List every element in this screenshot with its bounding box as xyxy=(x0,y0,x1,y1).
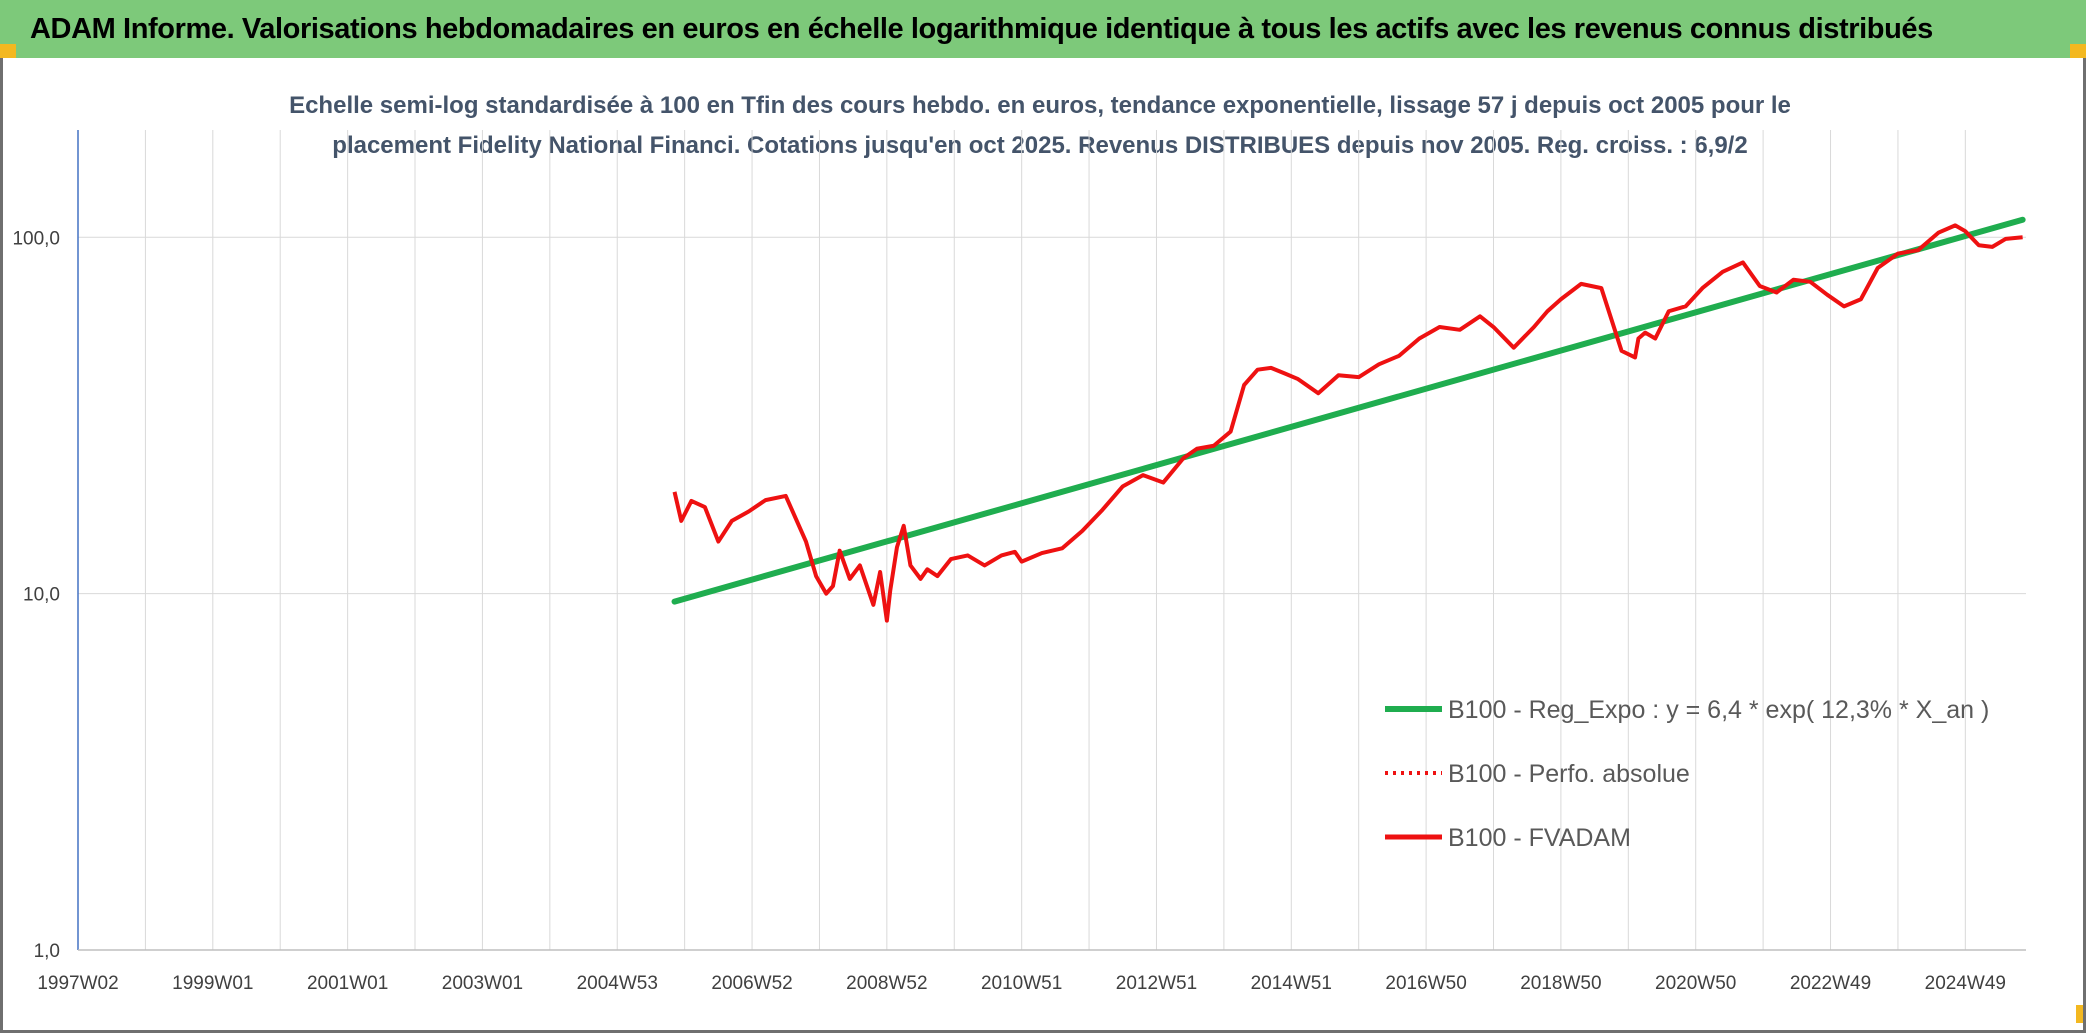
series-trend-line xyxy=(671,216,2026,605)
x-tick-label: 1999W01 xyxy=(172,973,253,994)
y-tick-labels: 1,0 10,0 100,0 xyxy=(12,228,60,962)
legend: B100 - Reg_Expo : y = 6,4 * exp( 12,3% *… xyxy=(1385,696,1989,852)
report-banner: ADAM Informe. Valorisations hebdomadaire… xyxy=(0,0,2086,58)
grid-x xyxy=(77,130,1966,950)
chart-frame xyxy=(0,58,2086,1033)
legend-label: B100 - FVADAM xyxy=(1448,824,1631,852)
x-tick-label: 2022W49 xyxy=(1790,973,1871,994)
x-tick-label: 2010W51 xyxy=(981,973,1062,994)
corner-accent-bottom-right xyxy=(2076,1005,2086,1023)
corner-accent-right xyxy=(2070,44,2086,58)
grid-y xyxy=(78,236,2026,951)
x-tick-label: 2006W52 xyxy=(711,973,792,994)
y-tick-label: 100,0 xyxy=(12,228,60,249)
report-title: ADAM Informe. Valorisations hebdomadaire… xyxy=(30,12,1933,45)
legend-label: B100 - Perfo. absolue xyxy=(1448,760,1690,788)
x-tick-labels: 1997W02 1999W01 2001W01 2003W01 2004W53 2006W… xyxy=(37,973,2006,994)
corner-accent-left xyxy=(0,44,16,58)
x-tick-label: 2020W50 xyxy=(1655,973,1736,994)
y-tick-label: 10,0 xyxy=(23,585,60,606)
chart-title: Echelle semi-log standardisée à 100 en T… xyxy=(240,86,1840,166)
x-tick-label: 2016W50 xyxy=(1385,973,1466,994)
x-tick-label: 2004W53 xyxy=(577,973,658,994)
y-tick-label: 1,0 xyxy=(34,941,60,962)
chart-title-line2: placement Fidelity National Financi. Cot… xyxy=(332,132,1748,159)
chart-title-line1: Echelle semi-log standardisée à 100 en T… xyxy=(289,92,1791,119)
x-tick-label: 2008W52 xyxy=(846,973,927,994)
x-tick-label: 1997W02 xyxy=(37,973,118,994)
x-tick-label: 2014W51 xyxy=(1251,973,1332,994)
x-tick-label: 2001W01 xyxy=(307,973,388,994)
x-tick-label: 2018W50 xyxy=(1520,973,1601,994)
series-fvadam-line xyxy=(672,223,2023,623)
x-tick-label: 2003W01 xyxy=(442,973,523,994)
legend-label: B100 - Reg_Expo : y = 6,4 * exp( 12,3% *… xyxy=(1448,696,1989,724)
x-tick-label: 2024W49 xyxy=(1925,973,2006,994)
x-tick-label: 2012W51 xyxy=(1116,973,1197,994)
